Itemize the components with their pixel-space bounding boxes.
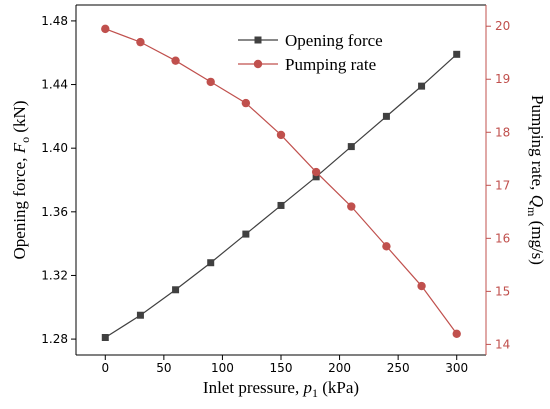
right-y-tick-label: 15 <box>495 284 510 298</box>
series-1-point <box>452 329 461 338</box>
series-1-point <box>101 24 110 34</box>
left-y-tick-label: 1.40 <box>41 141 68 155</box>
left-y-tick-label: 1.32 <box>41 268 68 282</box>
series-1-point <box>417 281 426 291</box>
series-1-point <box>276 130 286 140</box>
series-0-point <box>242 230 250 238</box>
series-1-point <box>347 202 356 211</box>
right-y-tick-label: 14 <box>495 337 510 351</box>
series-0-point <box>382 112 390 120</box>
x-tick-label: 150 <box>270 361 293 375</box>
x-tick-label: 100 <box>211 361 234 375</box>
right-y-tick-label: 19 <box>495 72 510 86</box>
series-1-point <box>241 98 251 108</box>
left-y-tick-label: 1.44 <box>41 78 68 92</box>
series-line-0 <box>104 53 458 339</box>
plot-area: 0 50 100 150 200 250 300 1.28 1.32 1.36 1.40 1.44 1.… <box>10 4 547 400</box>
series-0-point <box>418 82 426 90</box>
x-tick-label: 50 <box>156 361 171 375</box>
series-1-point <box>171 56 180 65</box>
series-0-point <box>312 173 320 181</box>
right-y-tick-label: 17 <box>495 178 510 192</box>
series-0-point <box>277 201 285 209</box>
left-y-axis-title: Opening force, Fo (kN) <box>10 101 32 260</box>
series-0-point <box>207 259 215 267</box>
series-0-point <box>172 286 180 294</box>
left-y-tick-label: 1.36 <box>41 205 68 219</box>
right-y-axis-title: Pumping rate, Qm (mg/s) <box>525 95 547 265</box>
series-1-point <box>311 167 321 177</box>
series-1-point <box>136 37 145 47</box>
series-1-point <box>382 242 391 251</box>
series-1-point <box>206 77 215 87</box>
series-0-point <box>453 50 461 58</box>
series-0-point <box>136 311 144 319</box>
right-y-tick-label: 16 <box>495 231 510 245</box>
right-y-tick-label: 18 <box>495 125 510 139</box>
left-y-tick-label: 1.48 <box>41 14 68 28</box>
right-y-tick-label: 20 <box>495 19 510 33</box>
x-tick-label: 300 <box>445 361 468 375</box>
series-0-point <box>101 334 109 341</box>
x-tick-label: 0 <box>101 361 109 375</box>
x-tick-label: 250 <box>387 361 410 375</box>
legend-label-1: Pumping rate <box>285 55 376 74</box>
legend-label-0: Opening force <box>285 31 383 50</box>
legend-marker-1 <box>253 59 263 69</box>
left-y-tick-label: 1.28 <box>41 332 68 346</box>
legend-marker-0 <box>254 36 262 44</box>
series-0-point <box>347 143 355 151</box>
x-axis-title: Inlet pressure, p1 (kPa) <box>203 378 359 400</box>
series-line-1 <box>105 28 458 335</box>
x-tick-label: 200 <box>328 361 351 375</box>
